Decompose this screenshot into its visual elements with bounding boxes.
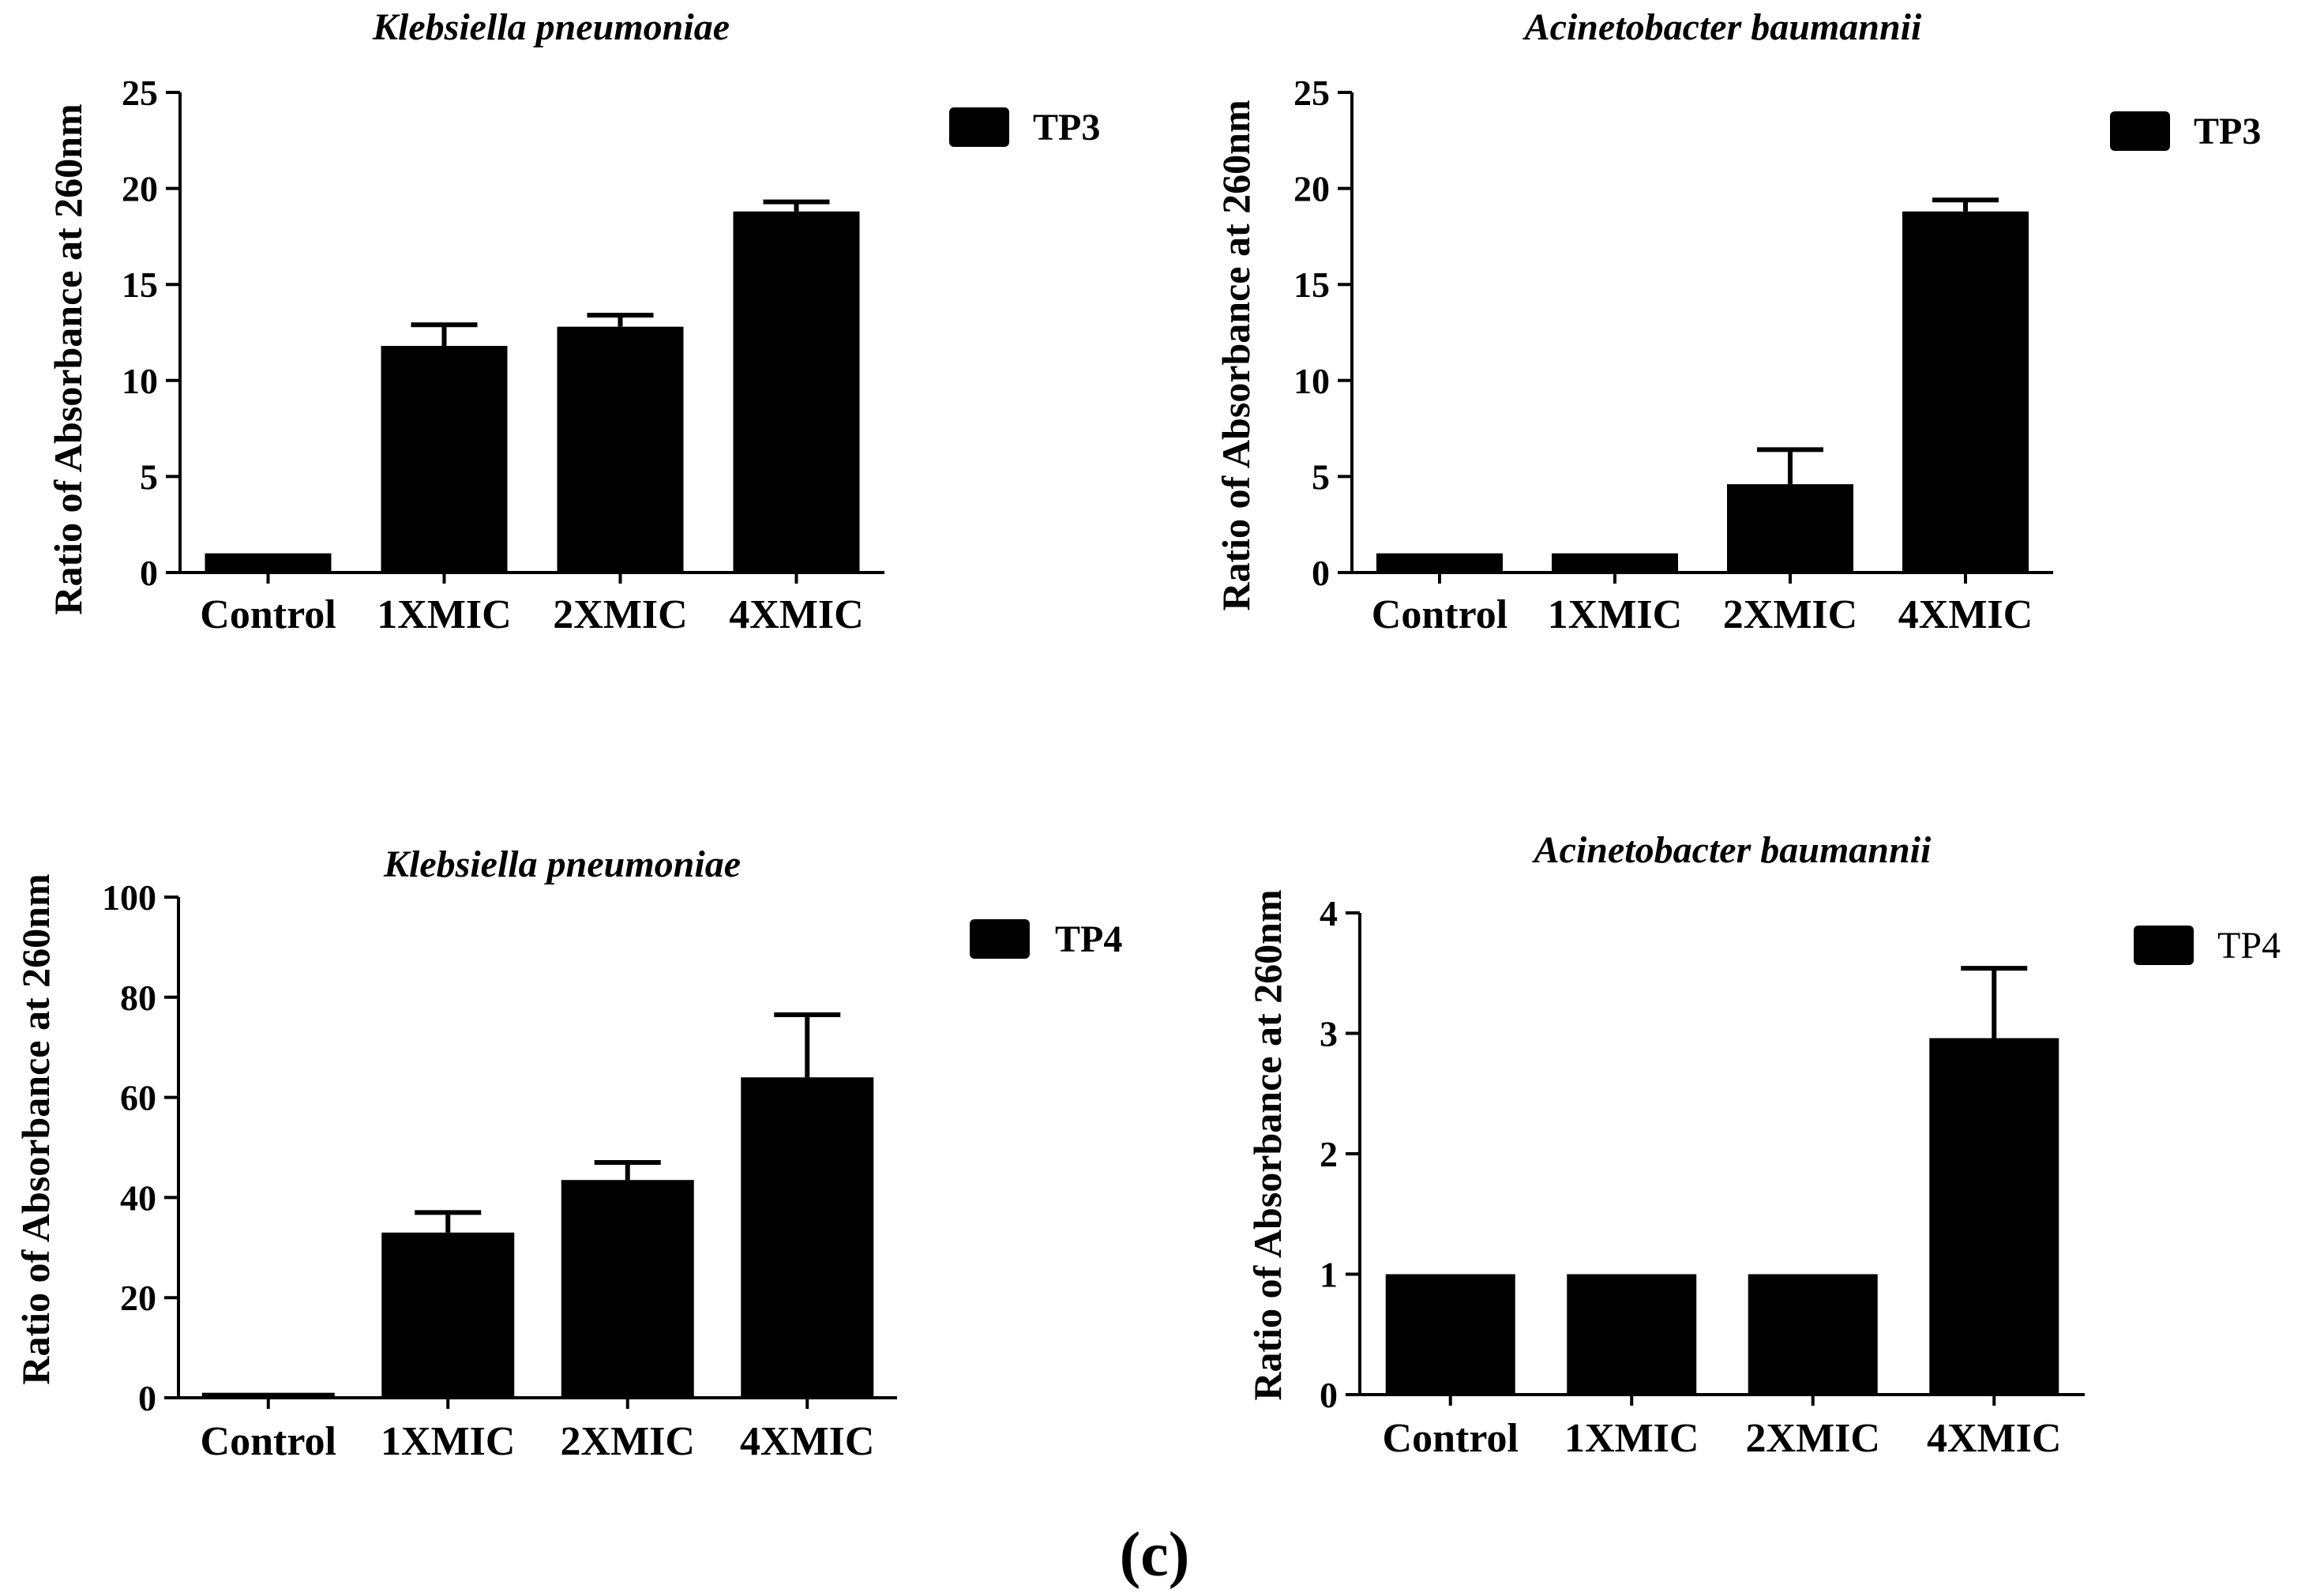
y-axis-label: Ratio of Absorbance at 260nm [13,873,58,1384]
legend-swatch [949,107,1009,147]
bar-4XMIC [1929,1038,2059,1395]
y-tick-label: 25 [1293,73,1330,113]
x-tick-label: Control [200,592,336,637]
y-tick-label: 15 [122,265,158,305]
bar-2XMIC [1727,484,1853,573]
y-tick-label: 20 [1293,169,1330,209]
x-tick-label: 4XMIC [1898,592,2033,637]
legend-label: TP3 [2194,111,2261,152]
y-tick-label: 100 [102,877,156,918]
chart-title: Klebsiella pneumoniae [372,6,730,48]
y-axis-label: Ratio of Absorbance at 260nm [1214,100,1258,610]
x-tick-label: 1XMIC [1564,1416,1699,1461]
x-tick-label: 4XMIC [729,592,863,637]
bar-2XMIC [1748,1274,1878,1395]
legend-swatch [2134,926,2194,965]
bar-4XMIC [733,211,860,573]
y-tick-label: 2 [1320,1134,1338,1174]
bar-1XMIC [381,1232,515,1398]
y-tick-label: 0 [140,553,158,593]
bar-4XMIC [1902,211,2029,573]
legend-label: TP4 [1055,918,1122,960]
bar-1XMIC [1552,553,1678,573]
bar-Control [205,553,332,573]
y-tick-label: 25 [122,73,158,113]
y-tick-label: 0 [1320,1375,1338,1415]
chart-title: Acinetobacter baumannii [1522,6,1922,48]
figure-panel-label: (c) [1120,1520,1190,1590]
bar-Control [1385,1274,1515,1395]
x-tick-label: Control [201,1419,336,1464]
x-tick-label: 2XMIC [1723,592,1857,637]
y-tick-label: 0 [138,1378,156,1418]
x-tick-label: Control [1383,1416,1519,1461]
y-tick-label: 10 [122,361,158,401]
x-tick-label: 1XMIC [1548,592,1682,637]
bar-Control [1376,553,1503,573]
legend-label: TP4 [2217,925,2281,967]
x-tick-label: 1XMIC [381,1419,515,1464]
chart-title: Acinetobacter baumannii [1532,829,1932,871]
legend-label: TP3 [1033,107,1100,148]
y-tick-label: 1 [1320,1255,1338,1295]
y-axis-label: Ratio of Absorbance at 260nm [1245,889,1290,1400]
y-tick-label: 10 [1293,361,1330,401]
chart-panel-3: Klebsiella pneumoniae Ratio of Absorbance… [13,843,1122,1464]
bar-Control [201,1392,335,1398]
y-tick-label: 3 [1320,1014,1338,1054]
chart-panel-4: Acinetobacter baumannii Ratio of Absorban… [1245,829,2281,1461]
legend-swatch [2110,111,2170,151]
x-tick-label: 4XMIC [1927,1416,2061,1461]
x-tick-label: 4XMIC [740,1419,874,1464]
bar-2XMIC [561,1180,694,1398]
y-tick-label: 80 [120,978,156,1018]
chart-panel-1: Klebsiella pneumoniae Ratio of Absorbance… [46,6,1100,637]
y-tick-label: 5 [140,456,158,497]
x-tick-label: 2XMIC [553,592,687,637]
x-tick-label: 2XMIC [1746,1416,1880,1461]
y-tick-label: 15 [1293,265,1330,305]
y-tick-label: 5 [1312,456,1330,497]
y-tick-label: 40 [120,1177,156,1218]
y-tick-label: 60 [120,1078,156,1118]
bar-4XMIC [741,1077,874,1398]
bar-1XMIC [381,346,508,573]
x-tick-label: 1XMIC [377,592,511,637]
x-tick-label: 2XMIC [561,1419,695,1464]
legend-swatch [970,919,1030,959]
y-axis-label: Ratio of Absorbance at 260nm [46,103,90,614]
bar-1XMIC [1567,1274,1697,1395]
y-tick-label: 20 [122,169,158,209]
x-tick-label: Control [1372,592,1507,637]
y-tick-label: 0 [1312,553,1330,593]
chart-title: Klebsiella pneumoniae [383,843,741,885]
y-tick-label: 4 [1320,893,1338,933]
bar-2XMIC [557,326,684,573]
y-tick-label: 20 [120,1278,156,1318]
chart-panel-2: Acinetobacter baumannii Ratio of Absorban… [1214,6,2261,637]
